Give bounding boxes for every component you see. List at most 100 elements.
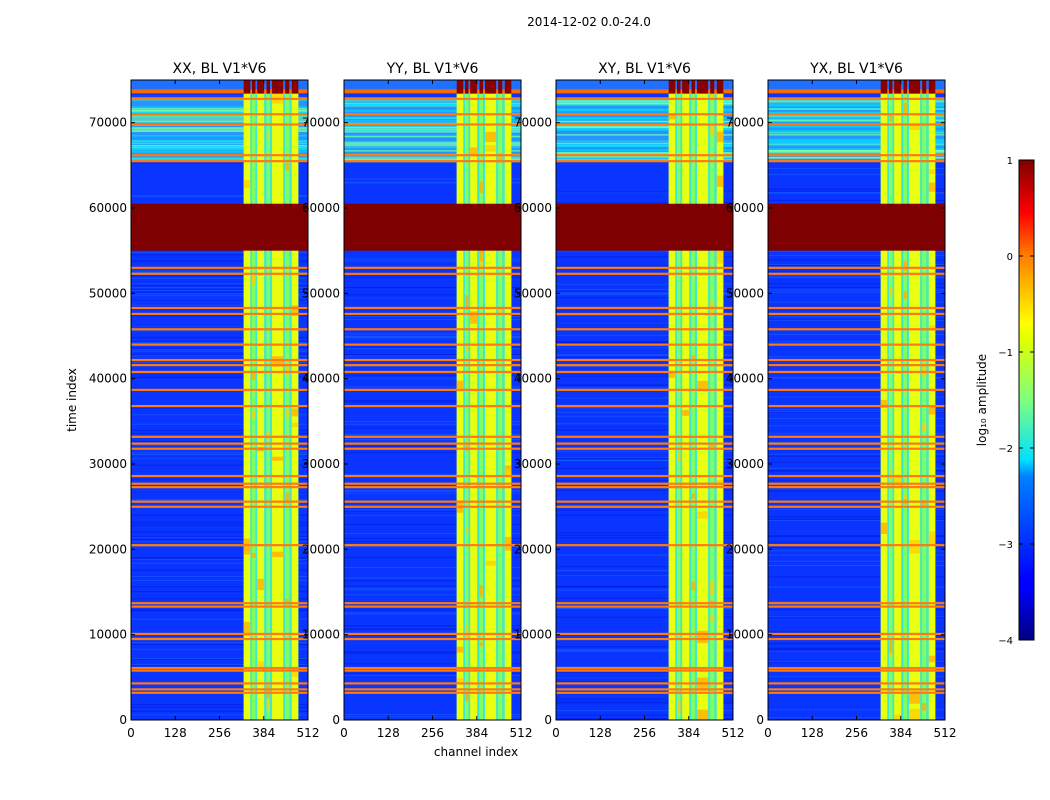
- busy-band-row: [768, 112, 945, 114]
- flagged-time-row: [131, 358, 308, 362]
- heatmap-noise-row: [131, 714, 308, 716]
- heatmap-noise-row: [344, 510, 521, 512]
- bright-patch: [697, 630, 709, 644]
- heatmap-noise-row: [131, 341, 308, 343]
- busy-band-row: [556, 156, 733, 158]
- flagged-time-row: [556, 306, 733, 310]
- heatmap-panel-yy: YY, BL V1*V6 0 128 256 384 512 0 10000 20000 3000…: [302, 61, 533, 740]
- busy-band-row: [768, 143, 945, 145]
- heatmap-noise-row: [131, 429, 308, 431]
- busy-band-row: [768, 138, 945, 141]
- heatmap-noise-row: [131, 291, 308, 293]
- heatmap-noise-row: [556, 341, 733, 343]
- flagged-time-row: [556, 474, 733, 478]
- heatmap-noise-row: [344, 533, 521, 535]
- y-tick-label: 20000: [726, 542, 764, 556]
- busy-band-row: [556, 134, 733, 136]
- heatmap-noise-row: [131, 270, 308, 272]
- heatmap-noise-row: [344, 433, 521, 435]
- bright-patch: [243, 180, 251, 189]
- heatmap-noise-row: [131, 598, 308, 600]
- heatmap-noise-row: [768, 286, 945, 288]
- y-tick-label: 30000: [514, 457, 552, 471]
- bright-channel-column: [257, 80, 265, 720]
- bright-patch: [903, 291, 907, 300]
- heatmap-noise-row: [768, 541, 945, 543]
- bright-patch: [888, 286, 893, 297]
- bright-patch: [928, 655, 936, 663]
- top-saturated-cell: [691, 80, 695, 94]
- heatmap-noise-row: [131, 514, 308, 516]
- colorbar-tick-label: 1: [1007, 156, 1013, 167]
- heatmap-noise-row: [556, 323, 733, 325]
- bright-channel-column: [456, 80, 464, 720]
- heatmap-noise-row: [131, 375, 308, 377]
- bright-patch: [470, 147, 478, 157]
- flagged-time-row: [556, 669, 733, 672]
- saturated-time-block: [768, 203, 945, 251]
- flagged-time-row: [131, 688, 308, 691]
- colorbar-label: log₁₀ amplitude: [975, 354, 989, 446]
- flagged-time-row: [344, 272, 521, 275]
- bright-patch: [479, 181, 483, 193]
- flagged-time-row: [344, 435, 521, 438]
- bright-patch: [456, 380, 464, 389]
- heatmap-noise-row: [131, 330, 308, 332]
- top-saturated-cell: [485, 80, 497, 94]
- bright-patch: [903, 102, 907, 115]
- x-tick-label: 0: [340, 726, 348, 740]
- busy-band-row: [131, 121, 308, 123]
- heatmap-noise-row: [768, 470, 945, 472]
- busy-band-row: [131, 129, 308, 131]
- flagged-time-row: [768, 370, 945, 374]
- heatmap-noise-row: [131, 546, 308, 548]
- busy-band-row: [344, 150, 521, 152]
- heatmap-noise-row: [131, 254, 308, 256]
- heatmap-noise-row: [131, 658, 308, 660]
- bright-patch: [291, 305, 299, 316]
- heatmap-noise-row: [344, 353, 521, 355]
- y-tick-label: 20000: [514, 542, 552, 556]
- heatmap-noise-row: [556, 714, 733, 716]
- heatmap-noise-row: [131, 377, 308, 379]
- top-saturated-cell: [456, 80, 464, 94]
- heatmap-noise-row: [344, 286, 521, 288]
- bright-patch: [291, 667, 299, 677]
- flagged-time-row: [556, 544, 733, 547]
- flagged-time-row: [344, 669, 521, 672]
- flagged-time-row: [768, 388, 945, 391]
- heatmap-noise-row: [768, 586, 945, 588]
- heatmap-noise-row: [131, 304, 308, 306]
- heatmap-noise-row: [768, 264, 945, 266]
- flagged-time-row: [556, 632, 733, 636]
- heatmap-noise-row: [768, 432, 945, 434]
- heatmap-noise-row: [131, 557, 308, 559]
- bright-patch: [266, 685, 270, 699]
- flagged-time-row: [768, 505, 945, 508]
- bright-patch: [894, 476, 902, 486]
- bright-channel-band: [456, 80, 512, 720]
- bright-patch: [676, 452, 681, 462]
- busy-band-row: [768, 120, 945, 123]
- heatmap-noise-row: [768, 616, 945, 618]
- heatmap-noise-row: [131, 251, 308, 253]
- heatmap-noise-row: [556, 574, 733, 576]
- bright-patch: [285, 163, 290, 171]
- flagged-time-row: [768, 328, 945, 331]
- heatmap-noise-row: [131, 432, 308, 434]
- flagged-time-row: [131, 486, 308, 489]
- heatmap-noise-row: [768, 271, 945, 273]
- bright-patch: [504, 469, 512, 477]
- heatmap-noise-row: [131, 350, 308, 352]
- heatmap-noise-row: [344, 473, 521, 475]
- heatmap-noise-row: [768, 251, 945, 253]
- top-saturated-cell: [504, 80, 512, 94]
- top-saturated-cell: [880, 80, 888, 94]
- heatmap-noise-row: [556, 354, 733, 356]
- y-tick-label: 0: [119, 713, 127, 727]
- heatmap-noise-row: [131, 315, 308, 317]
- bright-patch: [485, 145, 497, 152]
- figure-suptitle: 2014-12-02 0.0-24.0: [527, 15, 651, 29]
- heatmap-noise-row: [131, 569, 308, 571]
